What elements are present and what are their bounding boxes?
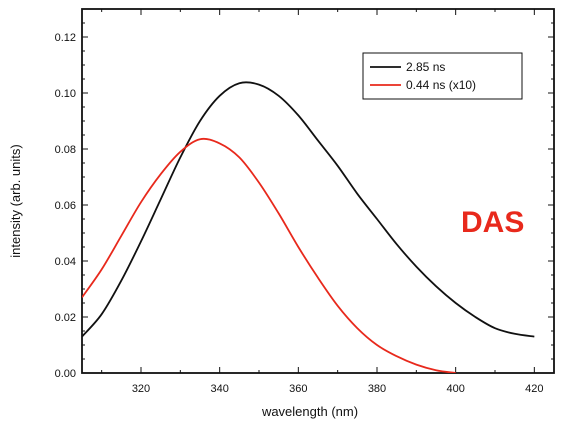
y-tick-label: 0.10 (55, 88, 76, 100)
y-tick-label: 0.04 (55, 256, 76, 268)
y-tick-label: 0.08 (55, 144, 76, 156)
legend-label: 0.44 ns (x10) (406, 78, 476, 92)
x-tick-label: 380 (368, 383, 386, 395)
x-tick-label: 340 (210, 383, 228, 395)
x-tick-label: 420 (525, 383, 543, 395)
series-line-black (82, 81, 535, 338)
y-tick-label: 0.02 (55, 312, 76, 324)
y-tick-label: 0.12 (55, 32, 76, 44)
x-tick-label: 320 (132, 383, 150, 395)
das-annotation: DAS (461, 206, 524, 239)
series-line-red (82, 137, 456, 373)
x-tick-label: 400 (446, 383, 464, 395)
x-axis-title: wavelength (nm) (261, 404, 358, 419)
y-tick-label: 0.00 (55, 368, 76, 380)
legend-box (362, 52, 523, 100)
y-tick-label: 0.06 (55, 200, 76, 212)
y-axis-title: intensity (arb. units) (8, 144, 23, 257)
x-tick-label: 360 (289, 383, 307, 395)
legend-label: 2.85 ns (406, 60, 445, 74)
